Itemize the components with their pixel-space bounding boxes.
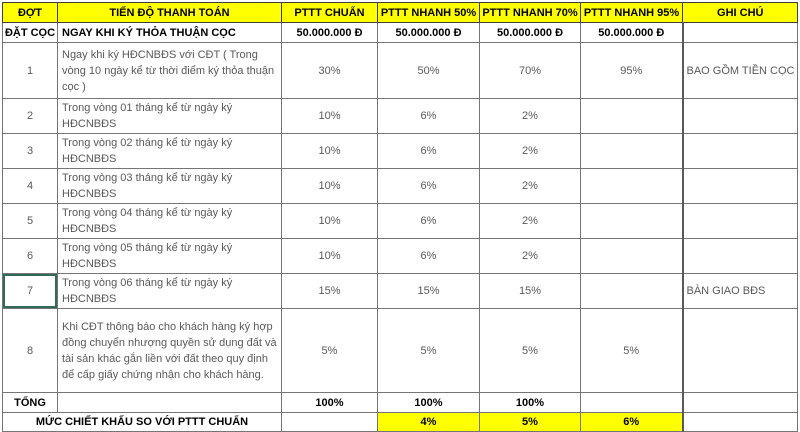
cell-desc[interactable]: Trong vòng 01 tháng kể từ ngày ký HĐCNBĐ… <box>57 98 282 134</box>
cell-discount-nhanh-70[interactable]: 5% <box>479 412 581 432</box>
cell-discount-pttt-chuan[interactable] <box>281 412 378 432</box>
cell-dot[interactable]: ĐẶT CỌC <box>2 22 58 43</box>
cell-nhanh-70[interactable]: 2% <box>479 168 581 204</box>
cell-nhanh-70[interactable]: 2% <box>479 203 581 239</box>
cell-total-nhanh-70[interactable]: 100% <box>479 392 581 413</box>
table-row-8: 8 Khi CĐT thông báo cho khách hàng ký hợ… <box>2 308 799 393</box>
table-row-5: 5 Trong vòng 04 tháng kể từ ngày ký HĐCN… <box>2 203 799 239</box>
cell-pttt-chuan[interactable]: 15% <box>281 273 378 309</box>
cell-nhanh-50[interactable]: 50% <box>377 42 480 99</box>
cell-discount-nhanh-50[interactable]: 4% <box>377 412 480 432</box>
col-header-tien-do[interactable]: TIẾN ĐỘ THANH TOÁN <box>57 2 282 23</box>
cell-nhanh-70[interactable]: 70% <box>479 42 581 99</box>
cell-nhanh-50[interactable]: 6% <box>377 168 480 204</box>
header-row: ĐỢT TIẾN ĐỘ THANH TOÁN PTTT CHUẨN PTTT N… <box>2 2 799 23</box>
col-header-pttt-nhanh-50[interactable]: PTTT NHANH 50% <box>377 2 480 23</box>
cell-dot[interactable]: 6 <box>2 238 58 274</box>
cell-nhanh-95[interactable]: 5% <box>580 308 683 393</box>
cell-nhanh-70[interactable]: 50.000.000 Đ <box>479 22 581 43</box>
col-header-pttt-nhanh-70[interactable]: PTTT NHANH 70% <box>479 2 581 23</box>
cell-total-nhanh-50[interactable]: 100% <box>377 392 480 413</box>
cell-ghi-chu[interactable]: BAO GỒM TIỀN CỌC <box>681 42 799 99</box>
table-row-1: 1 Ngay khi ký HĐCNBĐS với CĐT ( Trong vò… <box>2 42 799 99</box>
cell-nhanh-95[interactable] <box>580 168 683 204</box>
cell-ghi-chu[interactable] <box>681 203 799 239</box>
cell-pttt-chuan[interactable]: 10% <box>281 203 378 239</box>
cell-desc[interactable]: Khi CĐT thông báo cho khách hàng ký hợp … <box>57 308 282 393</box>
cell-ghi-chu[interactable] <box>681 308 799 393</box>
cell-discount-nhanh-95[interactable]: 6% <box>580 412 683 432</box>
cell-desc[interactable]: NGAY KHI KÝ THỎA THUẬN CỌC <box>57 22 282 43</box>
cell-dot[interactable]: 5 <box>2 203 58 239</box>
table-row-6: 6 Trong vòng 05 tháng kể từ ngày ký HĐCN… <box>2 238 799 274</box>
cell-pttt-chuan[interactable]: 30% <box>281 42 378 99</box>
cell-total-ghi-chu[interactable] <box>681 392 799 413</box>
table-row-4: 4 Trong vòng 03 tháng kể từ ngày ký HĐCN… <box>2 168 799 204</box>
col-header-dot[interactable]: ĐỢT <box>2 2 58 23</box>
cell-total-pttt-chuan[interactable]: 100% <box>281 392 378 413</box>
cell-total-nhanh-95[interactable] <box>580 392 683 413</box>
cell-nhanh-70[interactable]: 2% <box>479 98 581 134</box>
cell-dot[interactable]: 8 <box>2 308 58 393</box>
col-header-pttt-nhanh-95[interactable]: PTTT NHANH 95% <box>580 2 683 23</box>
cell-nhanh-50[interactable]: 6% <box>377 238 480 274</box>
cell-nhanh-95[interactable] <box>580 273 683 309</box>
cell-dot[interactable]: 3 <box>2 133 58 169</box>
cell-nhanh-95[interactable] <box>580 133 683 169</box>
cell-ghi-chu[interactable] <box>681 238 799 274</box>
cell-pttt-chuan[interactable]: 5% <box>281 308 378 393</box>
table-row-dat-coc: ĐẶT CỌC NGAY KHI KÝ THỎA THUẬN CỌC 50.00… <box>2 22 799 43</box>
discount-row: MỨC CHIẾT KHẤU SO VỚI PTTT CHUẨN 4% 5% 6… <box>2 412 799 432</box>
cell-pttt-chuan[interactable]: 10% <box>281 168 378 204</box>
cell-ghi-chu[interactable] <box>681 168 799 204</box>
table-row-7: 7 Trong vòng 06 tháng kể từ ngày ký HĐCN… <box>2 273 799 309</box>
cell-nhanh-50[interactable]: 6% <box>377 203 480 239</box>
cell-total-label[interactable]: TỔNG <box>2 392 58 413</box>
col-header-ghi-chu[interactable]: GHI CHÚ <box>681 2 799 23</box>
cell-nhanh-50[interactable]: 6% <box>377 133 480 169</box>
cell-nhanh-70[interactable]: 5% <box>479 308 581 393</box>
cell-desc[interactable]: Trong vòng 03 tháng kể từ ngày ký HĐCNBĐ… <box>57 168 282 204</box>
cell-dot-selected[interactable]: 7 <box>2 273 58 309</box>
cell-nhanh-70[interactable]: 15% <box>479 273 581 309</box>
cell-ghi-chu[interactable] <box>681 133 799 169</box>
cell-nhanh-70[interactable]: 2% <box>479 238 581 274</box>
cell-nhanh-50[interactable]: 6% <box>377 98 480 134</box>
cell-nhanh-70[interactable]: 2% <box>479 133 581 169</box>
cell-desc[interactable]: Trong vòng 06 tháng kể từ ngày ký HĐCNBĐ… <box>57 273 282 309</box>
table-row-3: 3 Trong vòng 02 tháng kể từ ngày ký HĐCN… <box>2 133 799 169</box>
cell-ghi-chu[interactable] <box>681 98 799 134</box>
cell-dot[interactable]: 4 <box>2 168 58 204</box>
cell-ghi-chu[interactable] <box>681 22 799 43</box>
cell-desc[interactable]: Trong vòng 02 tháng kể từ ngày ký HĐCNBĐ… <box>57 133 282 169</box>
cell-nhanh-95[interactable] <box>580 238 683 274</box>
cell-nhanh-95[interactable] <box>580 98 683 134</box>
cell-pttt-chuan[interactable]: 10% <box>281 98 378 134</box>
cell-desc[interactable]: Trong vòng 04 tháng kể từ ngày ký HĐCNBĐ… <box>57 203 282 239</box>
cell-dot[interactable]: 1 <box>2 42 58 99</box>
cell-desc-empty[interactable] <box>57 392 282 413</box>
cell-nhanh-95[interactable]: 50.000.000 Đ <box>580 22 683 43</box>
cell-nhanh-50[interactable]: 50.000.000 Đ <box>377 22 480 43</box>
cell-desc[interactable]: Trong vòng 05 tháng kể từ ngày ký HĐCNBĐ… <box>57 238 282 274</box>
cell-discount-ghi-chu[interactable] <box>681 412 799 432</box>
cell-nhanh-50[interactable]: 5% <box>377 308 480 393</box>
cell-dot[interactable]: 2 <box>2 98 58 134</box>
cell-nhanh-95[interactable] <box>580 203 683 239</box>
cell-nhanh-50[interactable]: 15% <box>377 273 480 309</box>
col-header-pttt-chuan[interactable]: PTTT CHUẨN <box>281 2 378 23</box>
total-row: TỔNG 100% 100% 100% <box>2 392 799 413</box>
cell-nhanh-95[interactable]: 95% <box>580 42 683 99</box>
cell-discount-label[interactable]: MỨC CHIẾT KHẤU SO VỚI PTTT CHUẨN <box>2 412 282 432</box>
cell-pttt-chuan[interactable]: 10% <box>281 238 378 274</box>
cell-desc[interactable]: Ngay khi ký HĐCNBĐS với CĐT ( Trong vòng… <box>57 42 282 99</box>
cell-ghi-chu[interactable]: BÀN GIAO BĐS <box>681 273 799 309</box>
table-row-2: 2 Trong vòng 01 tháng kể từ ngày ký HĐCN… <box>2 98 799 134</box>
cell-pttt-chuan[interactable]: 10% <box>281 133 378 169</box>
cell-pttt-chuan[interactable]: 50.000.000 Đ <box>281 22 378 43</box>
